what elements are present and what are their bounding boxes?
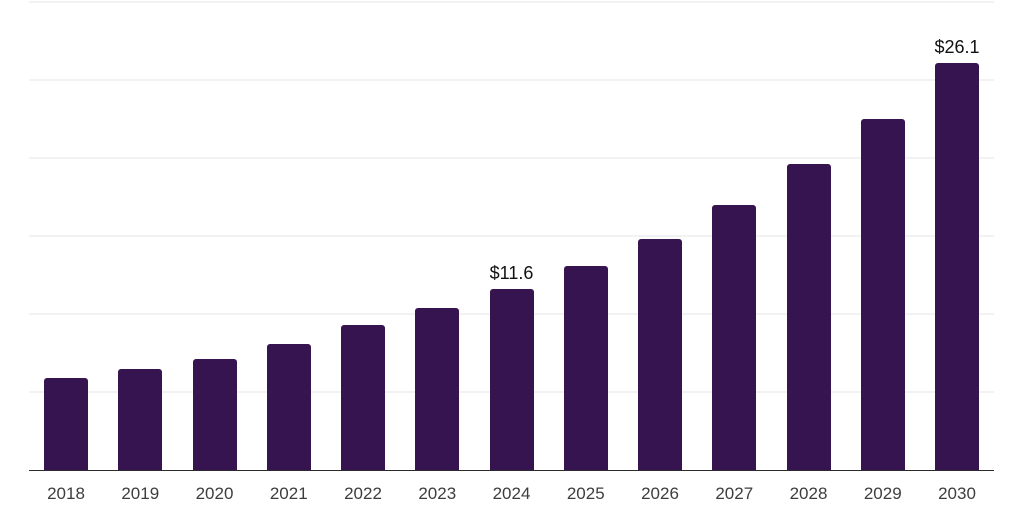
bar-2022 [341,324,385,470]
bar-2021 [266,343,311,470]
x-tick-2025: 2025 [566,484,605,503]
x-tick-2023: 2023 [418,484,457,503]
bar-2018 [44,377,88,470]
bar-2026 [638,239,682,470]
x-tick-2026: 2026 [641,484,679,503]
x-tick-2020: 2020 [195,484,234,503]
x-tick-2024: 2024 [492,484,531,503]
x-tick-2021: 2021 [269,484,308,503]
x-tick-2027: 2027 [715,484,754,503]
bar-2027 [712,204,757,470]
bar-2020 [192,359,237,470]
x-tick-2018: 2018 [47,484,85,503]
gridline-20 [29,157,994,159]
x-tick-2022: 2022 [344,484,382,503]
bar-2030 [935,62,979,470]
gridline-25 [29,79,994,81]
bar-2024 [489,289,534,470]
x-tick-2028: 2028 [789,484,828,503]
bar-2023 [415,307,460,470]
bar-2025 [563,265,608,470]
x-tick-2019: 2019 [121,484,160,503]
x-tick-2029: 2029 [863,484,902,503]
bar-2028 [786,164,831,470]
gridline-15 [29,235,994,237]
bar-2019 [118,368,163,470]
x-tick-2030: 2030 [938,484,976,503]
data-label-2030: $26.1 [934,36,980,57]
gridline-30 [29,1,994,3]
bar-2029 [860,119,905,470]
x-axis-line [29,469,994,471]
data-label-2024: $11.6 [489,263,534,284]
